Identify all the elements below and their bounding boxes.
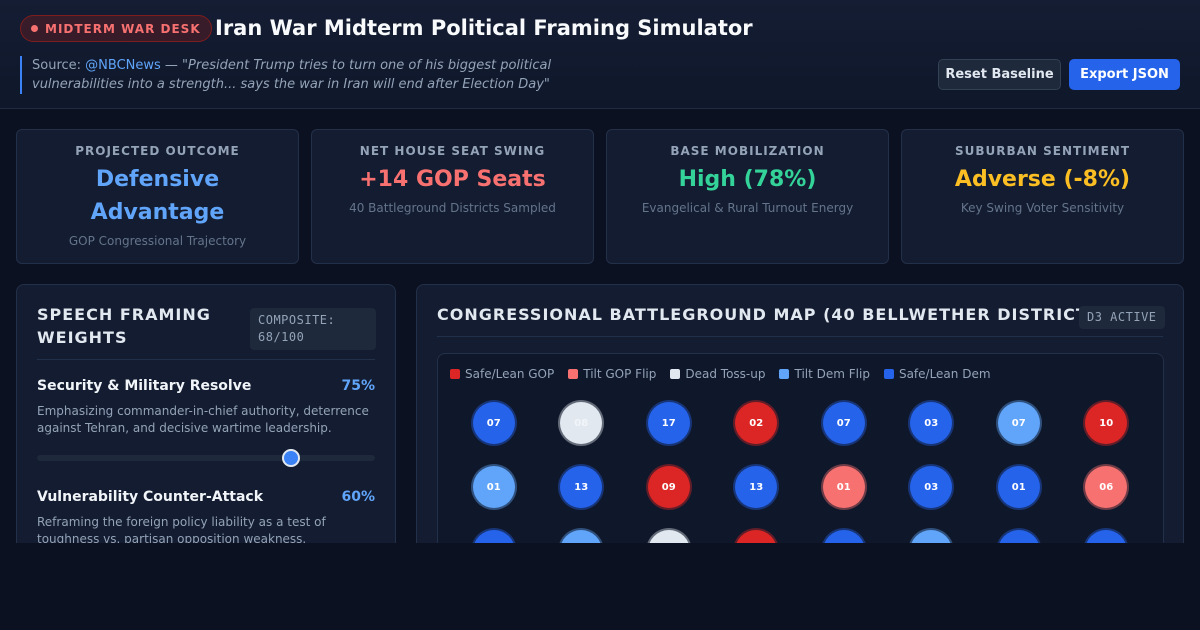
weight-name-counter-attack: Vulnerability Counter-Attack <box>37 489 264 505</box>
legend-item: Dead Toss-up <box>670 367 765 381</box>
kpi-subtext: Key Swing Voter Sensitivity <box>960 201 1125 215</box>
source-handle-link[interactable]: @NBCNews <box>85 58 161 73</box>
kpi-subtext: GOP Congressional Trajectory <box>68 234 247 248</box>
legend-swatch <box>883 369 894 379</box>
badge-label: MIDTERM WAR DESK <box>45 21 201 36</box>
district-node[interactable]: 17 <box>645 400 692 446</box>
kpi-value: Adverse (-8%) <box>954 167 1131 192</box>
war-desk-badge: MIDTERM WAR DESK <box>20 15 212 42</box>
live-dot-icon <box>31 25 38 32</box>
security-weight-slider[interactable] <box>37 449 375 467</box>
framing-weights-panel: SPEECH FRAMING WEIGHTS COMPOSITE: 68/100… <box>16 284 396 554</box>
district-node[interactable]: 13 <box>558 464 605 510</box>
divider <box>37 359 375 360</box>
legend-item: Tilt GOP Flip <box>568 367 656 381</box>
reset-baseline-button[interactable]: Reset Baseline <box>938 59 1061 90</box>
kpi-projected-outcome: PROJECTED OUTCOME Defensive Advantage GO… <box>16 129 299 264</box>
kpi-label: SUBURBAN SENTIMENT <box>954 144 1131 158</box>
district-node[interactable]: 06 <box>1083 464 1130 510</box>
district-node[interactable]: 07 <box>470 400 517 446</box>
panel-title: SPEECH FRAMING WEIGHTS <box>37 305 211 347</box>
app-header: MIDTERM WAR DESK Iran War Midterm Politi… <box>0 0 1200 109</box>
legend-label: Tilt Dem Flip <box>794 367 870 381</box>
source-quote: Source: @NBCNews — "President Trump trie… <box>20 56 580 94</box>
source-prefix: Source: <box>32 58 86 73</box>
kpi-label: NET HOUSE SEAT SWING <box>359 144 546 158</box>
panel-title: CONGRESSIONAL BATTLEGROUND MAP (40 BELLW… <box>437 305 1109 324</box>
weight-pct-counter-attack: 60% <box>341 489 375 505</box>
legend-label: Safe/Lean GOP <box>465 367 555 381</box>
legend-swatch <box>670 369 681 379</box>
district-node[interactable]: 08 <box>558 400 605 446</box>
district-node[interactable]: 13 <box>733 464 780 510</box>
district-node[interactable]: 01 <box>820 464 867 510</box>
legend-item: Tilt Dem Flip <box>779 367 870 381</box>
district-node[interactable]: 09 <box>645 464 692 510</box>
weight-desc-security: Emphasizing commander-in-chief authority… <box>37 404 369 435</box>
district-node[interactable]: 03 <box>908 400 955 446</box>
legend-swatch <box>568 369 579 379</box>
district-node[interactable]: 01 <box>470 464 517 510</box>
legend-item: Safe/Lean GOP <box>450 367 554 381</box>
district-map: Safe/Lean GOP Tilt GOP Flip Dead Toss-up Ti… <box>437 353 1164 563</box>
legend-label: Dead Toss-up <box>685 367 766 381</box>
kpi-label: BASE MOBILIZATION <box>670 144 825 158</box>
legend-label: Safe/Lean Dem <box>898 367 991 381</box>
district-node[interactable]: 07 <box>995 400 1042 446</box>
kpi-value: High (78%) <box>678 167 817 192</box>
district-grid: 07 08 17 02 07 03 07 10 01 13 09 13 01 03 01 06 <box>450 400 1150 562</box>
kpi-subtext: 40 Battleground Districts Sampled <box>349 201 556 215</box>
composite-score-badge: COMPOSITE: 68/100 <box>250 308 376 350</box>
kpi-subtext: Evangelical & Rural Turnout Energy <box>641 201 854 215</box>
legend-swatch <box>450 369 460 379</box>
weight-name-security: Security & Military Resolve <box>37 378 252 394</box>
district-node[interactable]: 10 <box>1083 400 1130 446</box>
export-json-button[interactable]: Export JSON <box>1069 59 1180 90</box>
district-node[interactable]: 03 <box>908 464 955 510</box>
kpi-label: PROJECTED OUTCOME <box>75 144 240 158</box>
kpi-net-seat-swing: NET HOUSE SEAT SWING +14 GOP Seats 40 Ba… <box>311 129 594 264</box>
district-node[interactable]: 07 <box>820 400 867 446</box>
empty-footer-area <box>0 543 1200 630</box>
weight-desc-counter-attack: Reframing the foreign policy liability a… <box>37 515 326 546</box>
district-node[interactable]: 01 <box>995 464 1042 510</box>
kpi-value: Defensive Advantage <box>90 167 225 225</box>
kpi-value: +14 GOP Seats <box>359 167 546 192</box>
weight-pct-security: 75% <box>341 378 375 394</box>
battleground-map-panel: CONGRESSIONAL BATTLEGROUND MAP (40 BELLW… <box>416 284 1184 563</box>
slider-thumb[interactable] <box>281 449 300 467</box>
source-quote-text: — "President Trump tries to turn one of … <box>32 58 552 92</box>
kpi-suburban-sentiment: SUBURBAN SENTIMENT Adverse (-8%) Key Swi… <box>901 129 1184 264</box>
legend-item: Safe/Lean Dem <box>883 367 991 381</box>
legend-swatch <box>779 369 790 379</box>
district-node[interactable]: 02 <box>733 400 780 446</box>
app-title: Iran War Midterm Political Framing Simul… <box>215 16 753 40</box>
legend-label: Tilt GOP Flip <box>583 367 657 381</box>
map-legend: Safe/Lean GOP Tilt GOP Flip Dead Toss-up Ti… <box>450 367 991 381</box>
kpi-base-mobilization: BASE MOBILIZATION High (78%) Evangelical… <box>606 129 889 264</box>
divider <box>437 336 1163 337</box>
d3-status-badge: D3 ACTIVE <box>1079 306 1165 329</box>
